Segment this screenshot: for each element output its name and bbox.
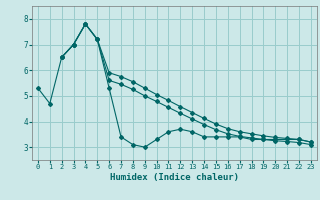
- X-axis label: Humidex (Indice chaleur): Humidex (Indice chaleur): [110, 173, 239, 182]
